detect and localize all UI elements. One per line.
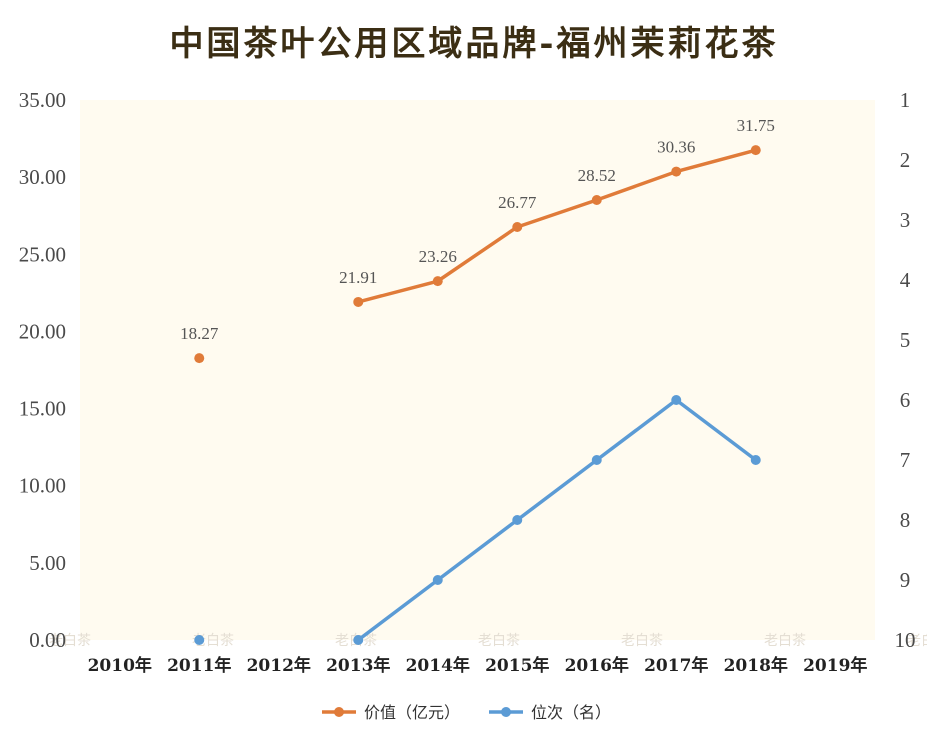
y-right-tick-label: 8 (900, 508, 911, 532)
plot-area (80, 100, 875, 640)
watermark-text: 老白茶 (621, 633, 663, 649)
series: 18.27 21.91 23.26 26.77 28.52 30.36 31.75 (180, 116, 775, 645)
y-left-tick-label: 15.00 (19, 397, 66, 421)
x-tick-label: 2010年 (88, 655, 152, 676)
y-right-tick-label: 9 (900, 568, 911, 592)
y-axis-left: 0.00 5.00 10.00 15.00 20.00 25.00 30.00 35.00 (19, 88, 66, 652)
y-left-tick-label: 25.00 (19, 242, 66, 266)
watermark-text: 老白茶 (49, 633, 91, 649)
x-tick-label: 2012年 (247, 655, 311, 676)
chart-title: 中国茶叶公用区域品牌-福州茉莉花茶 (169, 24, 778, 64)
series-line (356, 148, 758, 304)
y-left-tick-label: 35.00 (19, 88, 66, 112)
legend-item[interactable]: 位次（名） (489, 703, 611, 722)
data-point (432, 575, 443, 585)
data-point (194, 353, 205, 364)
data-point (194, 635, 205, 645)
legend-label: 位次（名） (531, 703, 611, 722)
y-left-tick-label: 10.00 (19, 474, 66, 498)
x-tick-label: 2011年 (167, 655, 231, 676)
data-label: 31.75 (737, 116, 775, 135)
watermark-text: 老白茶 (478, 633, 520, 649)
y-right-tick-label: 5 (900, 328, 911, 352)
x-axis: 2010年 2011年 2012年 2013年 2014年 2015年 2016年 2017年… (88, 655, 868, 676)
legend-label: 价值（亿元） (364, 703, 460, 722)
data-label: 21.91 (339, 268, 377, 287)
data-point (353, 296, 364, 307)
y-right-tick-label: 1 (900, 88, 911, 112)
y-right-tick-label: 7 (900, 448, 911, 472)
legend-item[interactable]: 价值（亿元） (322, 703, 460, 722)
data-label: 28.52 (578, 166, 616, 185)
data-point (353, 635, 364, 645)
y-right-tick-label: 6 (900, 388, 911, 412)
data-point (512, 515, 523, 525)
legend[interactable]: 价值（亿元） 位次（名） (322, 703, 611, 722)
watermark-text: 老白茶 (907, 633, 927, 649)
x-tick-label: 2019年 (803, 655, 867, 676)
x-tick-label: 2017年 (644, 655, 708, 676)
y-axis-right: 1 2 3 4 5 6 7 8 9 10 (895, 88, 916, 652)
y-left-tick-label: 5.00 (29, 551, 66, 575)
data-point (591, 194, 602, 205)
data-point (750, 455, 761, 465)
y-right-tick-label: 2 (900, 148, 911, 172)
y-right-tick-label: 4 (900, 268, 911, 292)
watermark-text: 老白茶 (764, 633, 806, 649)
legend-marker (334, 707, 344, 717)
y-left-tick-label: 20.00 (19, 319, 66, 343)
data-point (750, 145, 761, 156)
data-point (671, 395, 682, 405)
y-left-tick-label: 30.00 (19, 165, 66, 189)
y-right-tick-label: 3 (900, 208, 911, 232)
data-label: 30.36 (657, 138, 695, 157)
series-group: 18.27 21.91 23.26 26.77 28.52 30.36 31.75 (180, 116, 775, 364)
legend-marker (501, 707, 511, 717)
series-group (194, 395, 761, 645)
data-label: 23.26 (419, 247, 457, 266)
y-right-tick-label: 10 (895, 628, 916, 652)
y-left-tick-label: 0.00 (29, 628, 66, 652)
data-label: 26.77 (498, 193, 537, 212)
data-label: 18.27 (180, 324, 219, 343)
x-tick-label: 2016年 (565, 655, 629, 676)
data-point (432, 276, 443, 287)
series-line (356, 398, 758, 642)
x-tick-label: 2013年 (326, 655, 390, 676)
data-point (512, 221, 523, 232)
data-point (671, 166, 682, 177)
x-tick-label: 2015年 (485, 655, 549, 676)
x-tick-label: 2018年 (724, 655, 788, 676)
x-tick-label: 2014年 (406, 655, 470, 676)
data-point (591, 455, 602, 465)
